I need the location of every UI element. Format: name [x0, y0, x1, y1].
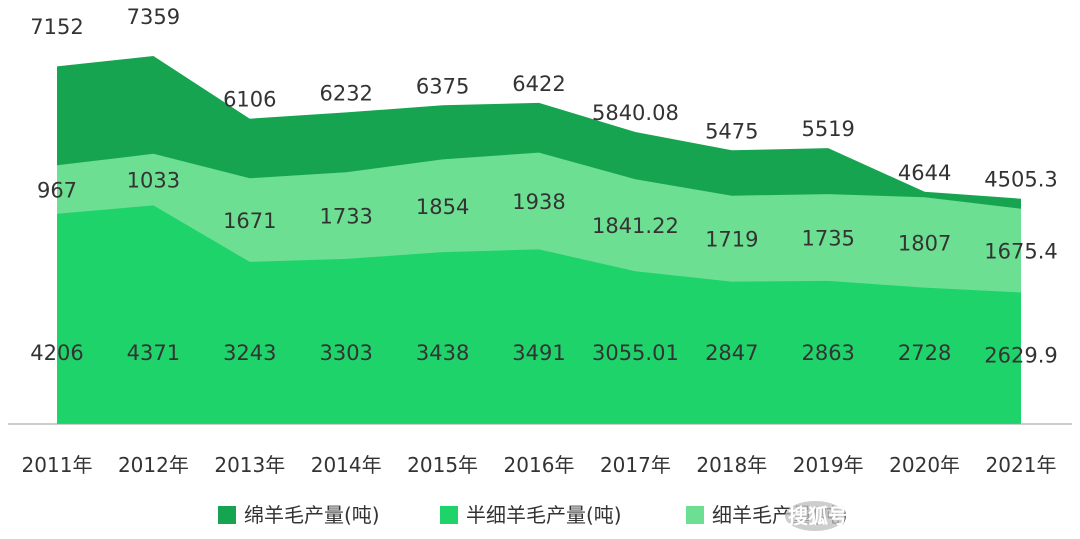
x-tick-label: 2020年 [889, 453, 960, 477]
data-label-fine-wool: 967 [37, 179, 77, 203]
area-series-semi-fine-wool [57, 205, 1021, 424]
sohu-logo-icon [785, 501, 845, 531]
legend-label: 绵羊毛产量(吨) [244, 503, 380, 527]
x-tick-label: 2013年 [214, 453, 285, 477]
x-tick-label: 2019年 [793, 453, 864, 477]
data-label-semi-fine-wool: 2728 [898, 341, 951, 365]
data-label-fine-wool: 1671 [223, 209, 276, 233]
data-label-sheep-wool: 6375 [416, 74, 469, 98]
watermark: 搜狐号 @农小蜂数智云 [785, 501, 995, 531]
data-label-semi-fine-wool: 4206 [30, 341, 83, 365]
legend: 绵羊毛产量(吨) 半细羊毛产量(吨) 细羊毛产量(吨) [218, 503, 848, 527]
data-label-sheep-wool: 4505.3 [984, 168, 1057, 192]
data-label-sheep-wool: 6106 [223, 88, 276, 112]
data-label-sheep-wool: 5475 [705, 119, 758, 143]
x-tick-label: 2018年 [696, 453, 767, 477]
data-label-fine-wool: 1938 [512, 190, 565, 214]
watermark-text: 搜狐号 @农小蜂数智云 [788, 504, 995, 528]
data-label-sheep-wool: 7152 [30, 15, 83, 39]
data-label-semi-fine-wool: 2629.9 [984, 344, 1057, 368]
data-label-fine-wool: 1033 [127, 169, 180, 193]
legend-swatch [686, 506, 704, 524]
x-tick-label: 2021年 [986, 453, 1057, 477]
x-tick-label: 2015年 [407, 453, 478, 477]
x-tick-label: 2016年 [504, 453, 575, 477]
data-label-sheep-wool: 4644 [898, 161, 951, 185]
x-axis-tick-labels: 2011年 2012年 2013年 2014年 2015年 2016年 2017年 2018年… [22, 453, 1057, 477]
legend-swatch [440, 506, 458, 524]
x-tick-label: 2014年 [311, 453, 382, 477]
chart-areas [57, 56, 1021, 424]
data-label-sheep-wool: 5840.08 [592, 101, 679, 125]
data-label-semi-fine-wool: 3055.01 [592, 341, 679, 365]
data-label-semi-fine-wool: 2847 [705, 341, 758, 365]
data-label-fine-wool: 1719 [705, 228, 758, 252]
data-label-semi-fine-wool: 3438 [416, 341, 469, 365]
data-label-sheep-wool: 6232 [319, 81, 372, 105]
data-label-sheep-wool: 7359 [127, 5, 180, 29]
data-label-semi-fine-wool: 3303 [319, 341, 372, 365]
data-label-semi-fine-wool: 3243 [223, 341, 276, 365]
legend-swatch [218, 506, 236, 524]
data-label-fine-wool: 1807 [898, 231, 951, 255]
data-label-fine-wool: 1841.22 [592, 214, 679, 238]
data-label-sheep-wool: 5519 [801, 117, 854, 141]
data-labels: 7152 7359 6106 6232 6375 6422 5840.08 5475 5519 4… [30, 5, 1057, 368]
data-label-fine-wool: 1854 [416, 195, 469, 219]
data-label-fine-wool: 1675.4 [984, 240, 1057, 264]
data-label-semi-fine-wool: 2863 [801, 341, 854, 365]
x-tick-label: 2012年 [118, 453, 189, 477]
legend-label: 半细羊毛产量(吨) [466, 503, 622, 527]
data-label-fine-wool: 1733 [319, 205, 372, 229]
x-tick-label: 2011年 [22, 453, 93, 477]
data-label-semi-fine-wool: 3491 [512, 341, 565, 365]
data-label-sheep-wool: 6422 [512, 72, 565, 96]
x-tick-label: 2017年 [600, 453, 671, 477]
data-label-semi-fine-wool: 4371 [127, 341, 180, 365]
data-label-fine-wool: 1735 [801, 226, 854, 250]
